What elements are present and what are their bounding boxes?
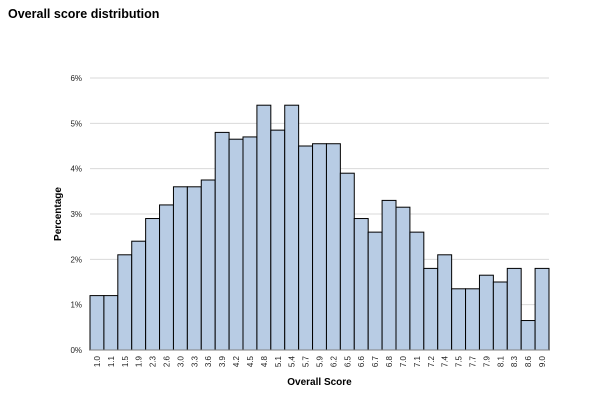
bar — [478, 274, 494, 351]
bar — [381, 199, 397, 351]
y-tick-label: 5% — [70, 119, 82, 128]
bar — [520, 320, 536, 351]
x-tick-label: 2.6 — [163, 355, 172, 367]
y-tick-label: 0% — [70, 346, 82, 355]
x-tick-label: 1.5 — [121, 355, 130, 367]
x-tick-label: 1.0 — [93, 355, 102, 367]
y-tick-labels: 0% 1% 2% 3% 4% 5% 6% — [70, 74, 82, 355]
x-tick-label: 6.6 — [357, 355, 366, 367]
bar — [534, 267, 550, 351]
bar — [437, 254, 453, 351]
bar — [298, 145, 314, 351]
bar — [284, 104, 300, 351]
bar — [367, 231, 383, 351]
bar — [131, 240, 147, 351]
bar — [228, 138, 244, 351]
y-tick-label: 3% — [70, 210, 82, 219]
bar — [353, 218, 369, 351]
bars — [89, 104, 550, 351]
bar — [89, 295, 105, 351]
x-tick-label: 4.2 — [232, 355, 241, 367]
x-tick-label: 5.7 — [302, 355, 311, 367]
x-axis-title: Overall Score — [287, 377, 352, 388]
y-tick-label: 4% — [70, 165, 82, 174]
x-tick-label: 7.0 — [399, 355, 408, 367]
x-tick-label: 8.3 — [510, 355, 519, 367]
x-tick-label: 4.8 — [260, 355, 269, 367]
x-tick-label: 3.3 — [190, 355, 199, 367]
x-tick-label: 3.9 — [218, 355, 227, 367]
x-tick-label: 1.1 — [107, 355, 116, 367]
x-tick-label: 6.8 — [385, 355, 394, 367]
bar — [395, 206, 411, 351]
x-tick-label: 9.0 — [538, 355, 547, 367]
bar — [117, 254, 133, 351]
x-tick-label: 7.9 — [482, 355, 491, 367]
x-tick-label: 6.2 — [329, 355, 338, 367]
bar — [465, 288, 480, 351]
bar — [409, 231, 425, 351]
x-tick-label: 2.3 — [149, 355, 158, 367]
x-tick-label: 1.9 — [135, 355, 144, 367]
bar — [423, 267, 439, 351]
x-tick-label: 7.5 — [455, 355, 464, 367]
bar — [339, 172, 355, 351]
x-tick-label: 6.7 — [371, 355, 380, 367]
bar — [200, 179, 216, 351]
bar — [172, 186, 188, 351]
x-tick-label: 7.4 — [441, 355, 450, 367]
y-axis-title: Percentage — [53, 187, 64, 241]
bar — [506, 267, 522, 351]
bar — [312, 143, 327, 351]
x-tick-label: 8.1 — [496, 355, 505, 367]
chart-title: Overall score distribution — [8, 7, 160, 21]
x-tick-label: 4.5 — [246, 355, 255, 367]
x-tick-label: 3.6 — [204, 355, 213, 367]
bar — [145, 218, 161, 351]
x-tick-label: 7.1 — [413, 355, 422, 367]
x-tick-label: 8.6 — [524, 355, 533, 367]
x-tick-labels: 1.0 1.1 1.5 1.9 2.3 2.6 3.0 3.3 3.6 3.9 4.2 4.5 4.8 5… — [93, 355, 547, 367]
y-tick-label: 1% — [70, 301, 82, 310]
x-tick-label: 5.1 — [274, 355, 283, 367]
bar — [325, 143, 341, 351]
bar — [256, 104, 272, 351]
x-tick-label: 7.2 — [427, 355, 436, 367]
x-tick-label: 5.4 — [288, 355, 297, 367]
x-tick-label: 5.9 — [316, 355, 325, 367]
bar — [214, 131, 230, 351]
bar — [186, 186, 202, 351]
x-tick-label: 7.7 — [469, 355, 478, 367]
y-tick-label: 2% — [70, 255, 82, 264]
bar — [492, 281, 508, 351]
x-tick-label: 6.5 — [343, 355, 352, 367]
bar — [103, 295, 119, 351]
x-tick-label: 3.0 — [176, 355, 185, 367]
bar — [159, 204, 174, 351]
bar — [451, 288, 467, 351]
y-tick-label: 6% — [70, 74, 82, 83]
bar — [270, 129, 286, 351]
bar — [242, 136, 258, 351]
